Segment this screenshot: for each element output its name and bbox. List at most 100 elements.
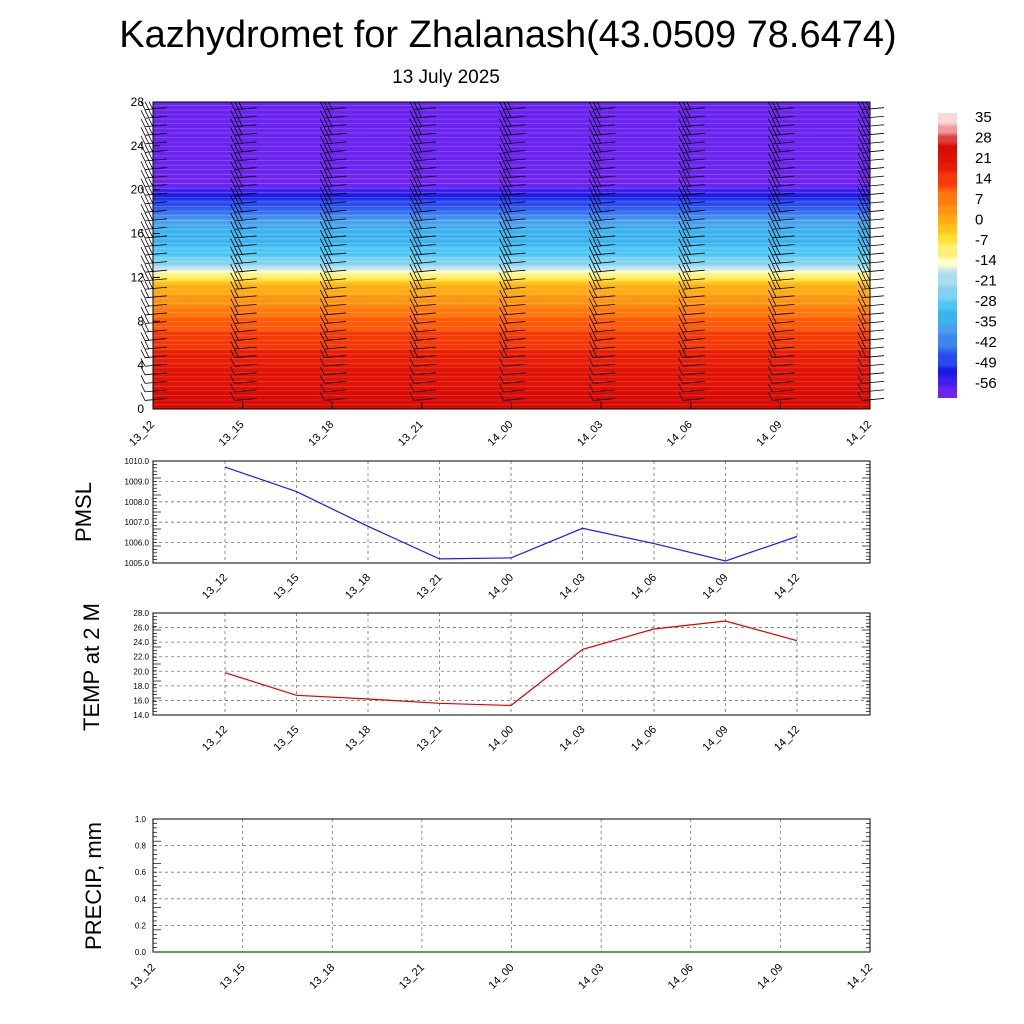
wind-barb-flag — [503, 178, 508, 187]
wind-barb-flag — [230, 315, 235, 324]
wind-barb-flag — [327, 127, 333, 136]
wind-barb — [409, 392, 436, 401]
wind-barb-flag — [409, 315, 415, 324]
x-tick-label: 14_12 — [772, 572, 802, 602]
wind-barb — [678, 127, 705, 136]
wind-barb-staff — [861, 363, 885, 367]
wind-barb — [588, 195, 616, 205]
wind-barb-flag — [409, 127, 415, 136]
wind-barb-flag — [592, 255, 598, 264]
wind-barb-flag — [588, 238, 594, 247]
wind-barb-flag — [592, 349, 598, 358]
wind-barb-flag — [596, 110, 602, 119]
wind-barb-staff — [234, 380, 257, 384]
wind-barb-flag — [230, 281, 235, 290]
wind-barb-flag — [772, 118, 777, 127]
pmsl-grid — [153, 460, 870, 564]
wind-barb-flag — [768, 323, 773, 333]
wind-barb — [588, 375, 616, 384]
wind-barb — [140, 110, 168, 119]
wind-barb-flag — [499, 315, 504, 324]
wind-barb-flag — [861, 281, 867, 290]
wind-barb-flag — [499, 332, 504, 341]
wind-barb-flag — [776, 281, 781, 290]
wind-barb-flag — [499, 272, 504, 281]
wind-barb — [588, 212, 616, 222]
wind-barb-flag — [768, 187, 773, 196]
wind-barb-flag — [596, 263, 602, 273]
wind-barb — [140, 118, 168, 128]
wind-barb — [678, 358, 705, 367]
wind-barb-flag — [861, 289, 867, 299]
wind-barb-flag — [323, 135, 329, 145]
wind-barb-flag — [592, 135, 598, 145]
wind-barb-flag — [596, 272, 602, 281]
wind-barb-flag — [686, 263, 692, 273]
wind-barb — [499, 212, 526, 222]
wind-barb-staff — [413, 389, 436, 393]
wind-barb-flag — [592, 212, 598, 222]
x-tick-label: 14_06 — [665, 419, 695, 449]
wind-barb-flag — [409, 255, 415, 264]
wind-barb-flag — [230, 298, 235, 307]
wind-barb-staff — [413, 380, 436, 384]
x-tick-label: 13_12 — [200, 724, 230, 754]
wind-barb-flag — [768, 332, 773, 341]
wind-barb-flag — [409, 238, 415, 247]
wind-barb-flag — [596, 135, 602, 145]
wind-barb — [678, 144, 705, 153]
wind-barb — [588, 281, 616, 290]
wind-barb-flag — [686, 221, 692, 230]
wind-barb-flag — [588, 246, 594, 256]
wind-barb-flag — [409, 110, 415, 119]
wind-barb — [857, 195, 885, 205]
wind-barb — [768, 152, 795, 162]
wind-barb-staff — [593, 380, 616, 384]
wind-barb-flag — [857, 246, 863, 256]
wind-barb-flag — [230, 358, 235, 367]
wind-barb-flag — [319, 101, 325, 110]
wind-barb-flag — [592, 161, 598, 170]
wind-barb-flag — [234, 246, 239, 256]
wind-barb-flag — [682, 204, 688, 213]
wind-barb-flag — [776, 238, 781, 247]
wind-barb-flag — [230, 229, 235, 239]
wind-barb-flag — [857, 332, 863, 341]
wind-barb-flag — [327, 187, 333, 196]
wind-barb-flag — [865, 229, 871, 239]
wind-barb-flag — [413, 306, 419, 316]
wind-barb — [768, 263, 795, 273]
wind-barb-flag — [596, 161, 602, 170]
wind-barb-staff — [413, 398, 436, 401]
wind-barb-flag — [144, 135, 150, 145]
wind-barb-flag — [144, 212, 150, 222]
wind-barb-flag — [409, 281, 415, 290]
wind-barb-flag — [768, 392, 773, 401]
wind-barb-flag — [230, 110, 235, 119]
wind-barb-flag — [682, 349, 688, 358]
wind-barb-flag — [144, 229, 150, 239]
colorbar-label: -42 — [975, 334, 997, 351]
wind-barb — [140, 366, 168, 376]
wind-barb-flag — [323, 118, 329, 127]
y-tick-label: 1009.0 — [125, 477, 150, 486]
wind-barb-flag — [148, 187, 154, 196]
wind-barb-flag — [592, 229, 598, 239]
wind-barb — [140, 195, 168, 205]
wind-barb-flag — [238, 144, 243, 153]
wind-barb — [857, 238, 885, 247]
y-tick-label: 0.8 — [135, 842, 147, 851]
wind-barb-flag — [588, 204, 594, 213]
wind-barb-flag — [596, 178, 602, 187]
wind-barb-flag — [409, 212, 415, 222]
wind-barb-flag — [857, 110, 863, 119]
wind-barb-flag — [140, 127, 146, 136]
wind-barb-staff — [593, 389, 616, 393]
wind-barb-flag — [148, 238, 154, 247]
wind-barb-flag — [417, 204, 423, 213]
wind-barb-flag — [861, 255, 867, 264]
wind-barb-flag — [678, 212, 684, 222]
wind-barb — [140, 340, 168, 350]
wind-barb-flag — [409, 101, 415, 110]
wind-barb-flag — [144, 110, 150, 119]
